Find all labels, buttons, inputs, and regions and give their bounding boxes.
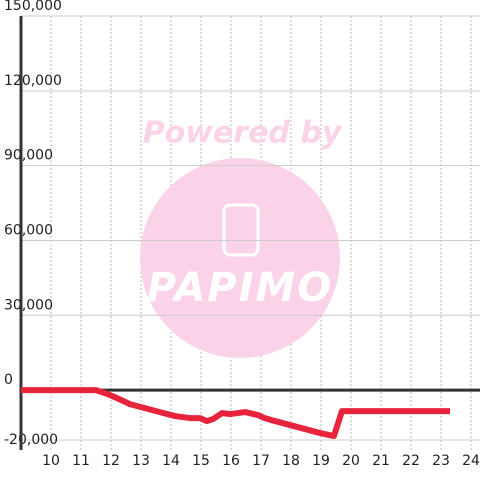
x-tick-label: 22 [402, 453, 420, 469]
data-line [21, 387, 450, 440]
y-tick-label: 120,000 [4, 73, 62, 89]
watermark-icon [222, 203, 260, 257]
x-tick-label: 18 [282, 453, 300, 469]
x-tick-label: 14 [162, 453, 180, 469]
x-tick-label: 20 [342, 453, 360, 469]
x-tick-label: 10 [42, 453, 60, 469]
x-tick-label: 13 [132, 453, 150, 469]
x-tick-label: 19 [312, 453, 330, 469]
y-tick-label: 90,000 [4, 148, 53, 164]
x-tick-label: 21 [372, 453, 390, 469]
y-tick-label: 150,000 [4, 0, 62, 14]
y-tick-label: 0 [4, 372, 13, 388]
watermark-circle [140, 158, 340, 358]
y-tick-label: 30,000 [4, 297, 53, 313]
watermark-text: Powered by [143, 116, 343, 151]
x-tick-label: 12 [102, 453, 120, 469]
x-tick-label: 24 [462, 453, 480, 469]
watermark-text: PAPIMO [147, 265, 334, 311]
x-tick-label: 15 [192, 453, 210, 469]
x-tick-label: 23 [432, 453, 450, 469]
x-tick-label: 11 [72, 453, 90, 469]
y-tick-label: 60,000 [4, 222, 53, 238]
x-tick-label: 16 [222, 453, 240, 469]
x-tick-label: 17 [252, 453, 270, 469]
y-tick-label: -20,000 [4, 432, 58, 448]
